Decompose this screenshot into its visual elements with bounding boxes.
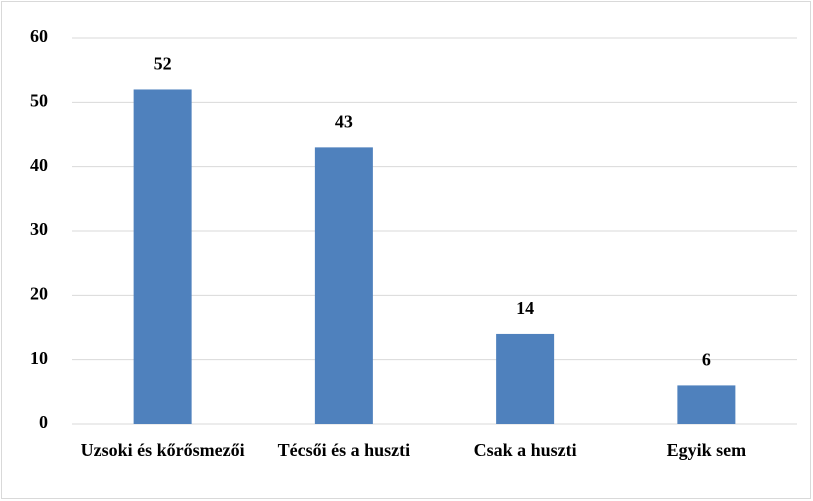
data-label: 6 — [702, 350, 711, 370]
data-label: 14 — [516, 298, 534, 318]
x-tick-label: Csak a huszti — [473, 440, 577, 460]
y-tick-label: 40 — [30, 155, 48, 175]
bar — [314, 147, 373, 424]
y-tick-label: 0 — [39, 412, 48, 432]
y-tick-label: 50 — [30, 90, 48, 110]
x-tick-label: Egyik sem — [666, 440, 747, 460]
y-tick-label: 30 — [30, 219, 48, 239]
x-tick-label: Uzsoki és kőrősmezői — [80, 440, 245, 460]
y-tick-label: 60 — [30, 26, 48, 46]
bar — [677, 385, 736, 424]
bar — [496, 333, 555, 424]
data-label: 43 — [335, 111, 353, 131]
y-tick-label: 20 — [30, 283, 48, 303]
data-label: 52 — [154, 54, 172, 74]
y-tick-label: 10 — [30, 348, 48, 368]
x-tick-label: Técsői és a huszti — [277, 440, 411, 460]
bar — [133, 89, 192, 424]
